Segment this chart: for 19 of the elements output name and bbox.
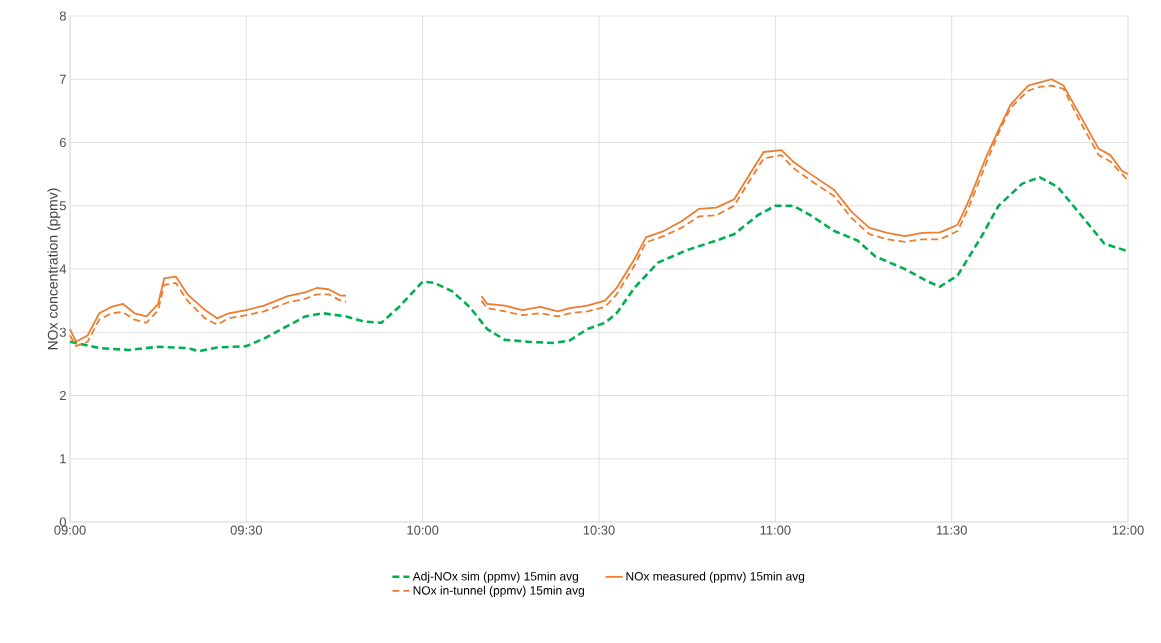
x-tick-label: 12:00 (1112, 525, 1144, 535)
x-tick-label: 11:30 (936, 525, 967, 535)
x-tick-label: 10:00 (407, 525, 439, 535)
y-tick-label: 8 (59, 11, 66, 21)
x-tick-label: 09:30 (230, 525, 263, 535)
y-tick-label: 4 (59, 264, 67, 274)
y-tick-label: 3 (59, 327, 66, 337)
legend-label: NOx in-tunnel (ppmv) 15min avg (413, 585, 584, 598)
y-tick-label: 1 (60, 454, 66, 464)
x-tick-label: 10:30 (583, 525, 615, 535)
y-tick-label: 0 (59, 517, 66, 527)
legend-label: NOx measured (ppmv) 15min avg (626, 571, 805, 583)
x-tick-label: 09:00 (54, 525, 86, 535)
y-tick-label: 2 (59, 390, 66, 401)
y-tick-label: 5 (59, 201, 66, 211)
y-tick-label: 6 (59, 137, 66, 148)
y-tick-label: 7 (59, 74, 66, 84)
x-tick-label: 11:00 (760, 525, 791, 535)
legend-label: Adj-NOx sim (ppmv) 15min avg (412, 571, 578, 583)
